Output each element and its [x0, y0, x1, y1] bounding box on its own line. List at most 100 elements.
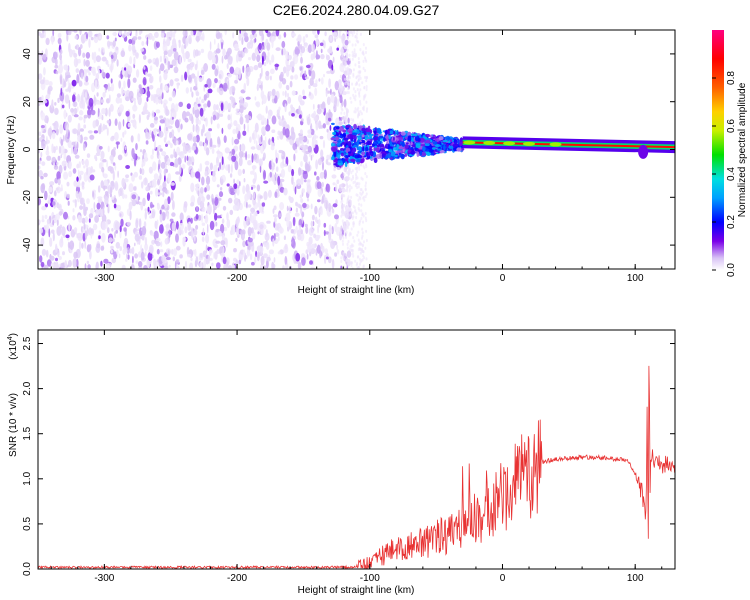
noise-speck	[138, 84, 142, 89]
noise-speck	[259, 195, 263, 199]
signal-speck	[392, 146, 399, 151]
noise-speck	[55, 257, 58, 262]
noise-speck	[79, 30, 82, 36]
noise-speck	[173, 51, 179, 61]
noise-speck	[350, 263, 353, 268]
noise-speck	[178, 40, 181, 49]
noise-speck	[352, 119, 355, 123]
noise-speck	[131, 44, 136, 52]
noise-speck	[362, 250, 365, 254]
noise-speck	[231, 224, 236, 235]
noise-speck	[140, 48, 145, 52]
noise-speck	[346, 76, 349, 80]
noise-speck	[364, 211, 367, 216]
noise-speck	[146, 97, 149, 102]
noise-speck	[365, 163, 367, 167]
noise-speck	[164, 189, 168, 194]
noise-speck	[286, 205, 289, 212]
signal-speck	[345, 125, 351, 128]
noise-speck	[176, 259, 180, 264]
noise-speck	[344, 39, 349, 46]
noise-speck	[198, 141, 203, 147]
noise-speck	[77, 122, 81, 132]
noise-speck	[59, 53, 62, 61]
signal-speck	[362, 146, 365, 152]
noise-speck	[347, 91, 350, 95]
signal-speck	[459, 141, 463, 146]
noise-speck	[270, 68, 275, 75]
signal-speck	[340, 142, 343, 147]
noise-speck	[122, 248, 126, 255]
noise-speck	[289, 80, 293, 88]
noise-speck	[304, 76, 309, 80]
noise-speck	[283, 187, 288, 196]
noise-speck	[74, 198, 77, 208]
noise-speck	[310, 53, 314, 61]
noise-speck	[354, 94, 357, 98]
snr-y-label: SNR (10 * v/v)	[8, 393, 19, 457]
signal-speck	[348, 130, 353, 135]
noise-speck	[341, 92, 344, 96]
carrier-disturbance	[638, 144, 649, 159]
noise-speck	[332, 203, 338, 208]
noise-speck	[167, 60, 171, 71]
noise-speck	[350, 211, 353, 215]
noise-speck	[149, 65, 153, 71]
noise-speck	[186, 103, 191, 110]
noise-speck	[237, 169, 242, 176]
noise-speck	[350, 121, 353, 126]
noise-speck	[46, 218, 51, 225]
signal-speck	[350, 158, 356, 162]
noise-speck	[358, 122, 361, 126]
noise-speck	[252, 178, 256, 185]
noise-speck	[51, 99, 54, 109]
noise-speck	[204, 214, 209, 224]
noise-speck	[102, 206, 105, 217]
noise-speck	[136, 194, 139, 202]
noise-speck	[260, 90, 265, 100]
noise-speck	[78, 116, 83, 121]
noise-speck	[228, 197, 233, 204]
noise-speck	[224, 30, 227, 36]
noise-speck	[125, 174, 130, 178]
noise-speck	[72, 208, 75, 213]
noise-speck	[362, 51, 365, 56]
noise-speck	[305, 226, 309, 235]
noise-speck	[351, 216, 354, 220]
noise-speck	[175, 245, 181, 251]
noise-speck	[110, 136, 115, 142]
noise-speck	[357, 185, 360, 189]
noise-speck	[354, 209, 357, 213]
noise-speck	[252, 219, 258, 227]
signal-speck	[437, 141, 440, 144]
noise-speck	[132, 113, 136, 119]
signal-speck	[338, 130, 342, 135]
noise-speck	[289, 61, 295, 68]
noise-speck	[73, 57, 78, 68]
noise-speck	[41, 215, 45, 221]
noise-speck	[54, 64, 59, 69]
noise-speck	[308, 236, 313, 245]
noise-speck	[117, 170, 119, 178]
noise-speck	[353, 50, 356, 55]
noise-speck	[150, 154, 154, 160]
noise-speck	[39, 255, 43, 263]
signal-speck	[389, 130, 394, 135]
snr-y-tick-label: 1.5	[22, 426, 33, 440]
signal-speck	[366, 129, 371, 133]
noise-speck	[155, 241, 161, 247]
noise-speck	[342, 257, 345, 261]
noise-speck	[358, 165, 360, 169]
snr-x-tick-label: -200	[227, 573, 247, 584]
noise-speck	[195, 224, 199, 230]
noise-speck	[287, 54, 292, 61]
noise-speck	[294, 212, 300, 217]
noise-speck	[265, 229, 268, 238]
noise-speck	[253, 153, 258, 160]
noise-speck	[256, 54, 261, 63]
noise-speck	[163, 85, 169, 91]
noise-speck	[191, 145, 196, 151]
noise-speck	[167, 249, 170, 258]
noise-speck	[143, 265, 148, 269]
noise-speck	[110, 186, 112, 195]
